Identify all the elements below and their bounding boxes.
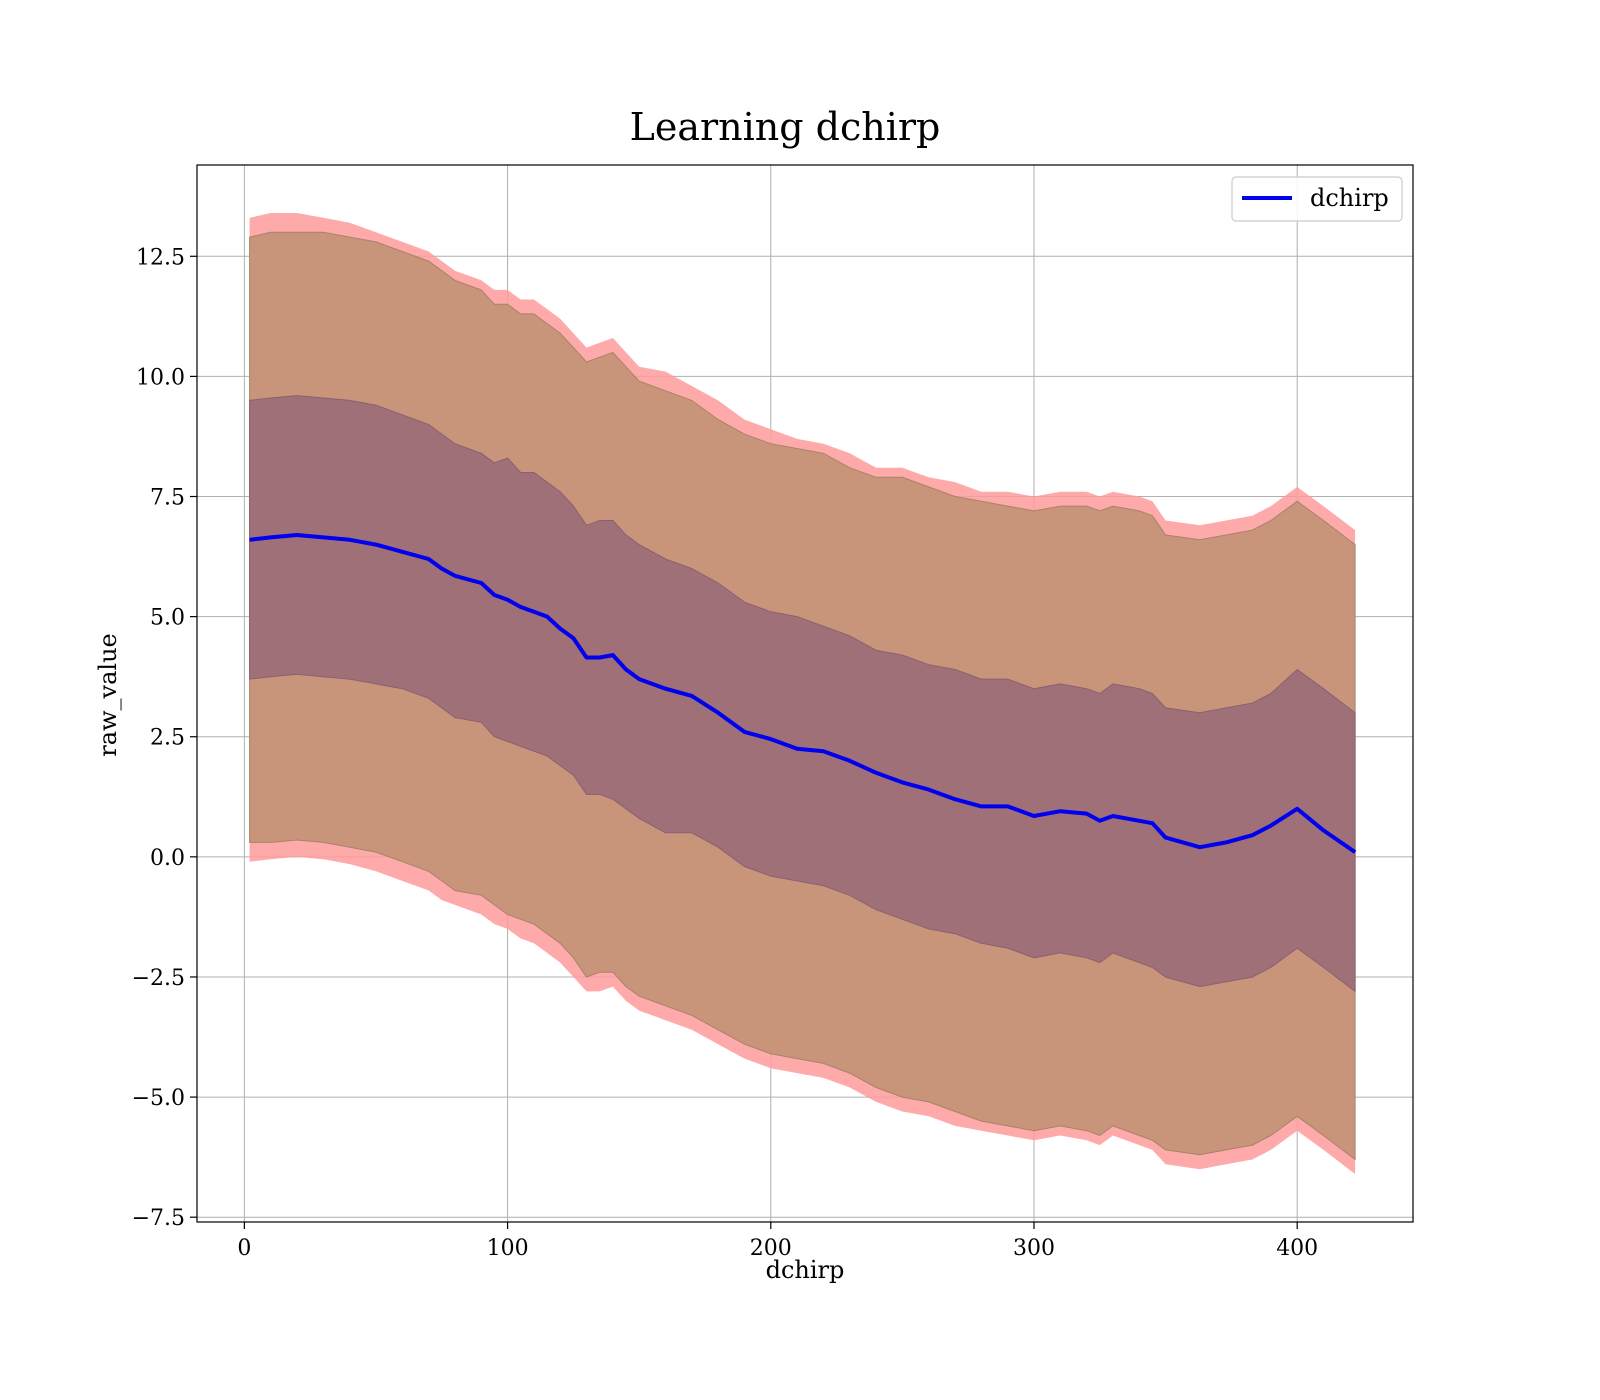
- x-tick-label: 400: [1276, 1236, 1318, 1261]
- inner-band: [249, 395, 1356, 993]
- x-axis-label: dchirp: [766, 1256, 845, 1284]
- x-tick-label: 300: [1013, 1236, 1055, 1261]
- y-tick-label: −5.0: [132, 1086, 185, 1111]
- y-tick-label: 2.5: [150, 726, 185, 751]
- series-lines: [249, 533, 1357, 854]
- y-tick-label: 12.5: [136, 245, 185, 270]
- x-tick-label: 100: [487, 1236, 529, 1261]
- y-tick-label: −7.5: [132, 1206, 185, 1231]
- y-tick-label: 10.0: [136, 365, 185, 390]
- y-tick-label: 7.5: [150, 486, 185, 511]
- y-tick-label: −2.5: [132, 966, 185, 991]
- legend-box: [1231, 176, 1403, 222]
- uncertainty-bands: [249, 213, 1356, 1174]
- x-tick-label: 200: [750, 1236, 792, 1261]
- y-tick-label: 5.0: [150, 606, 185, 631]
- plot-frame: [196, 164, 1414, 1223]
- series-line-dchirp: [249, 533, 1357, 854]
- chart-title: Learning dchirp: [630, 105, 941, 149]
- y-axis-label: raw_value: [94, 633, 122, 757]
- y-tick-label: 0.0: [150, 846, 185, 871]
- legend: dchirp: [1231, 176, 1403, 222]
- legend-label-dchirp: dchirp: [1310, 184, 1389, 212]
- x-tick-label: 0: [237, 1236, 251, 1261]
- axis-ticks: 0 100 200 300 400 −7.5 −5.0 −2.5 0.0 2.5 5.0 7.5 10.…: [132, 245, 1319, 1261]
